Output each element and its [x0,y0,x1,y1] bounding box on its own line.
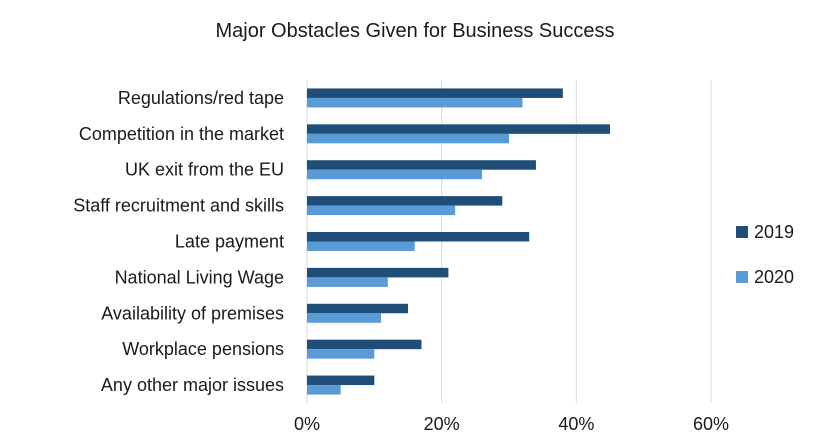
category-label: Availability of premises [101,303,284,323]
category-label: National Living Wage [115,267,284,287]
x-tick-label: 20% [424,414,460,434]
category-label: Any other major issues [101,375,284,395]
bar-2019 [307,303,408,314]
legend-swatch-2020 [736,271,748,283]
category-label: UK exit from the EU [125,160,284,180]
bar-2019 [307,267,449,278]
legend: 2019 2020 [736,222,794,287]
x-tick-label: 40% [558,414,594,434]
bar-2019 [307,160,536,170]
legend-label: 2019 [754,222,794,242]
category-labels: Regulations/red tape Competition in the m… [73,88,284,395]
x-tick-label: 0% [294,414,320,434]
category-label: Staff recruitment and skills [73,196,284,216]
category-label: Workplace pensions [122,339,284,359]
bar-2019 [307,88,563,98]
bar-2020 [307,133,509,144]
bar-2020 [307,169,483,180]
chart-title: Major Obstacles Given for Business Succe… [215,20,615,42]
bar-2020 [307,97,523,108]
bars [307,88,610,395]
bar-2020 [307,205,456,216]
bar-2020 [307,349,375,359]
bar-2020 [307,277,388,287]
category-label: Regulations/red tape [118,88,284,108]
category-label: Late payment [175,232,284,252]
bar-2019 [307,124,610,134]
bar-2020 [307,241,415,251]
legend-swatch-2019 [736,226,748,238]
bar-2019 [307,375,375,386]
bar-2020 [307,313,382,323]
bar-2019 [307,196,503,206]
bar-2019 [307,232,530,242]
bar-2020 [307,385,341,395]
x-tick-label: 60% [693,414,729,434]
legend-label: 2020 [754,267,794,287]
x-axis-ticks: 0% 20% 40% 60% [294,414,729,434]
bar-2019 [307,339,422,350]
category-label: Competition in the market [79,124,284,144]
